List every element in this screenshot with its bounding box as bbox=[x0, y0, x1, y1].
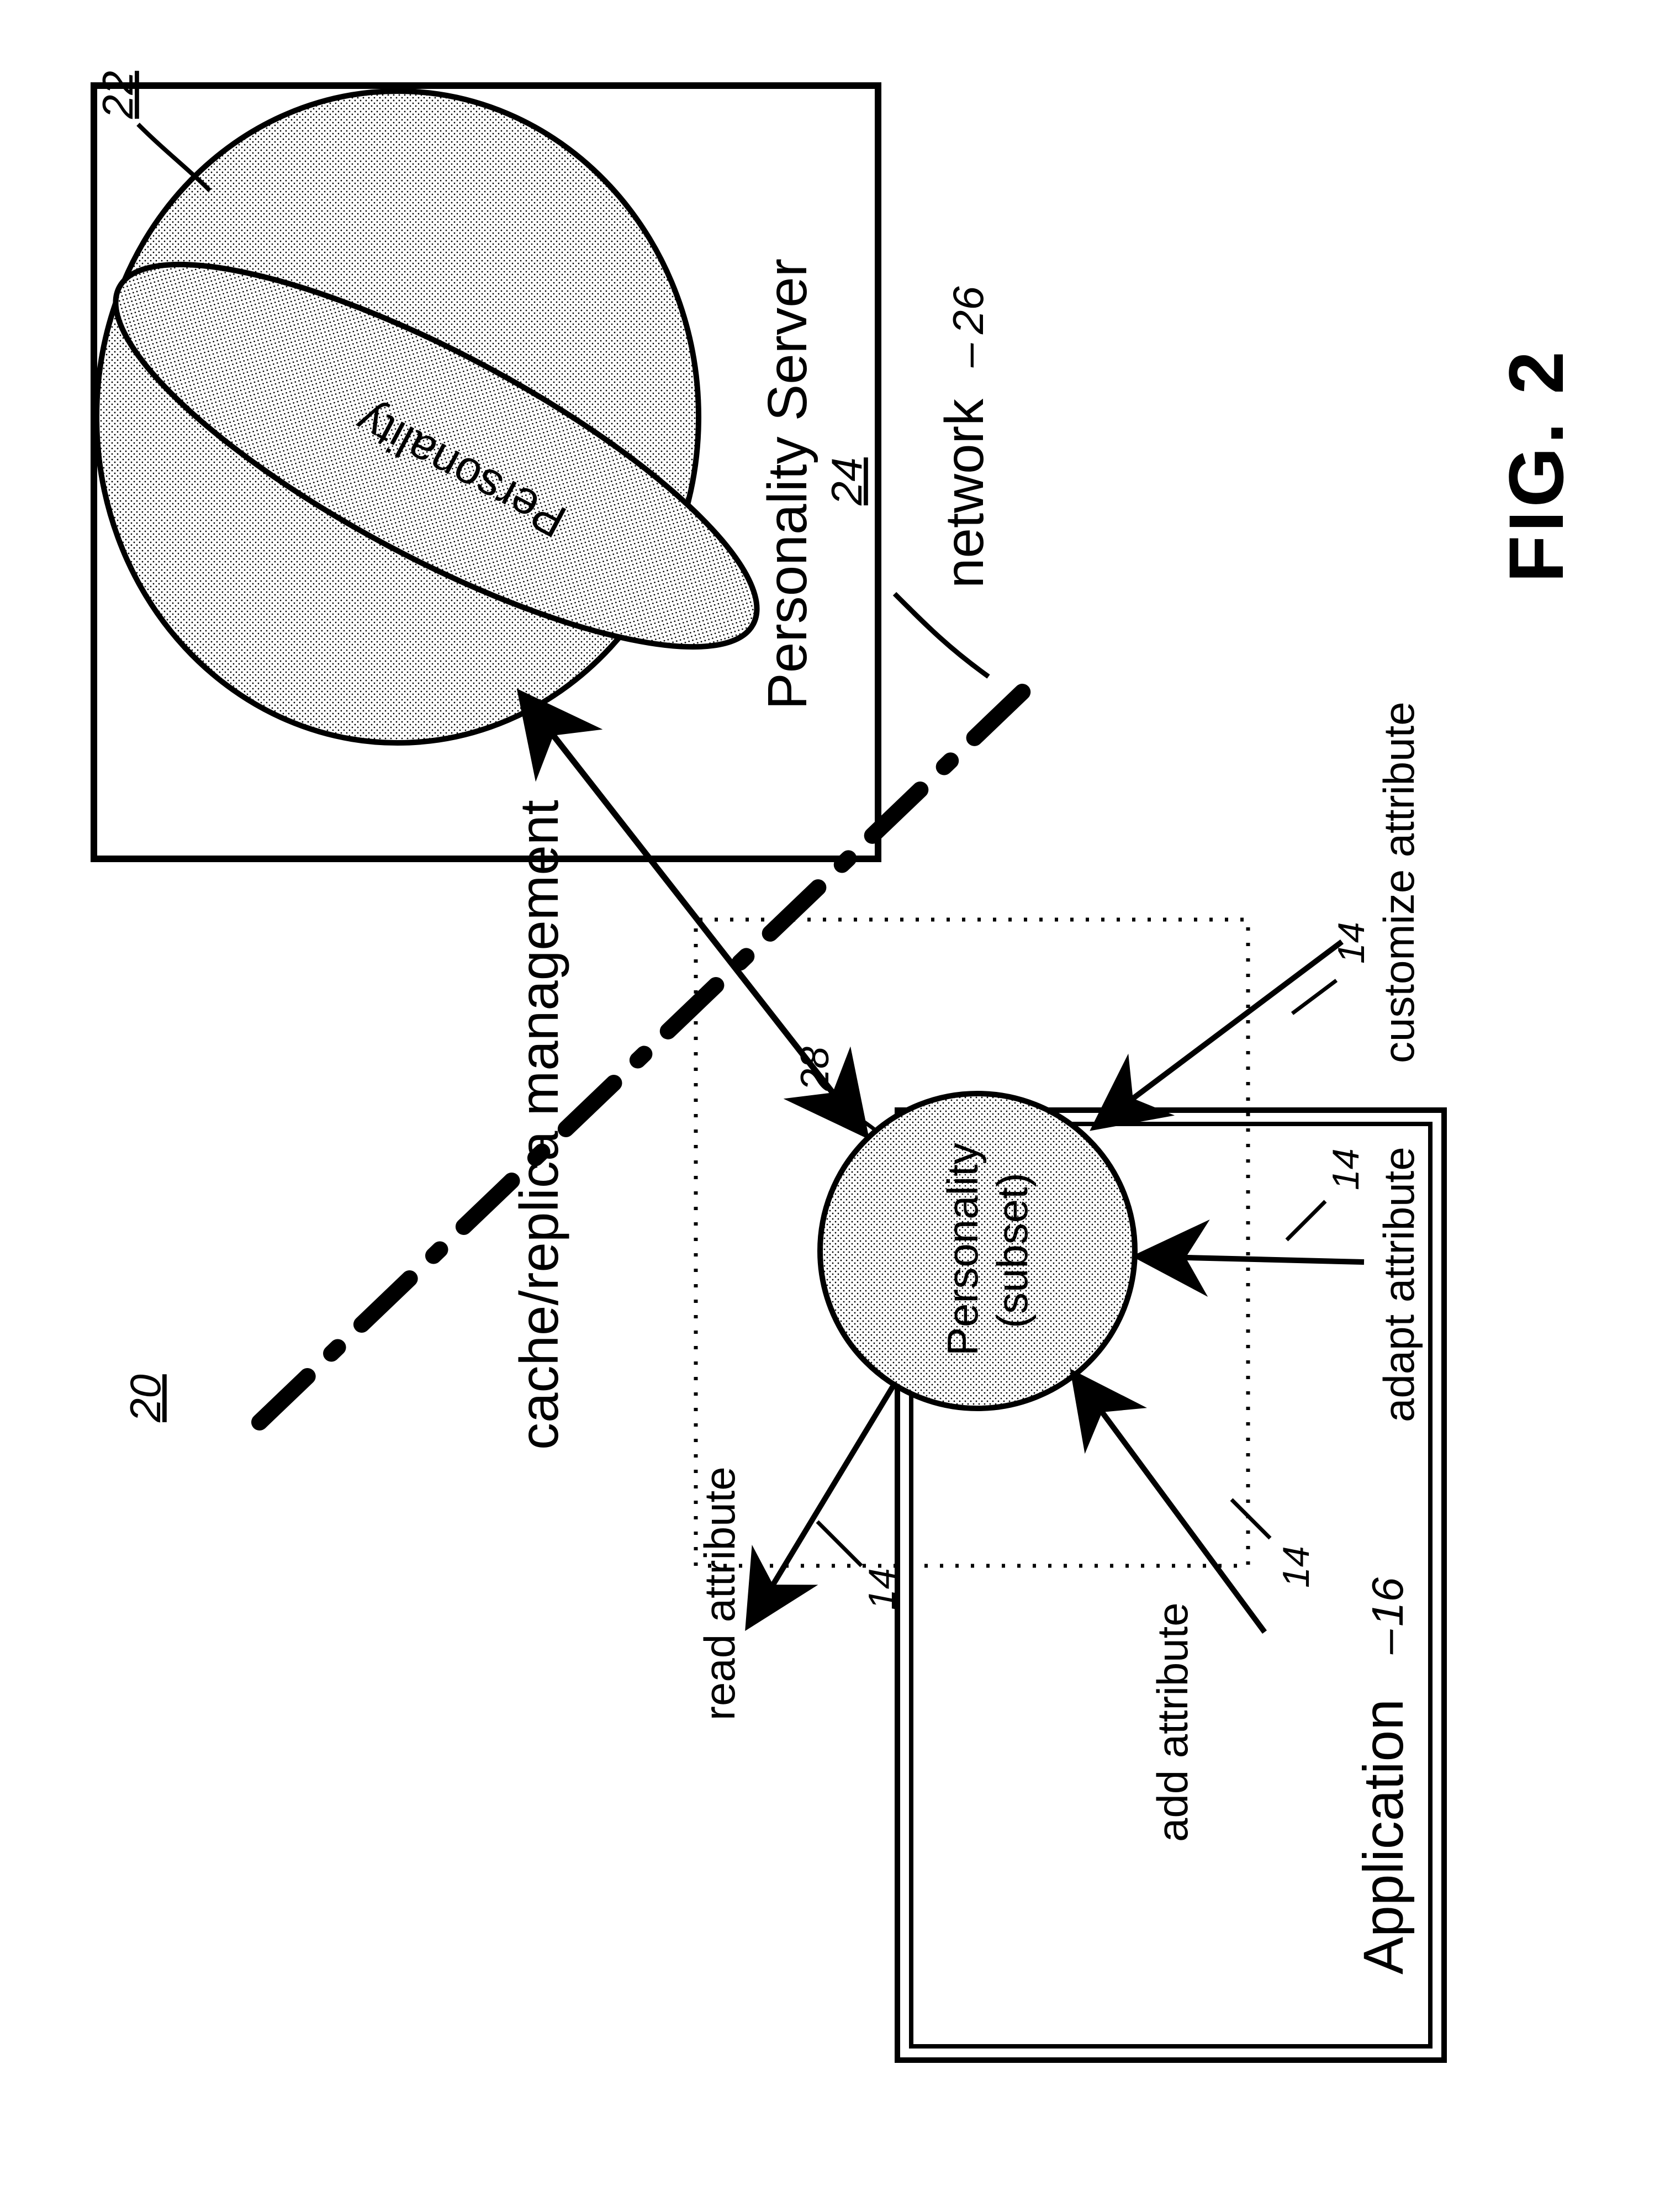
cache-replica-label: cache/replica management bbox=[509, 800, 569, 1450]
read-attribute-ref: 14 bbox=[861, 1568, 903, 1610]
ref-14-leader-read bbox=[817, 1522, 861, 1566]
figure-caption: FIG. 2 bbox=[1493, 348, 1579, 583]
personality-server-label: Personality Server bbox=[757, 258, 818, 710]
network-dash: – bbox=[944, 343, 992, 368]
read-attribute-label: read attribute bbox=[695, 1466, 744, 1720]
ref-22-leader bbox=[138, 124, 210, 191]
system-ref: 20 bbox=[121, 1374, 170, 1423]
ref-14-leader-customize bbox=[1292, 980, 1336, 1013]
subset-label-1: Personality bbox=[938, 1143, 987, 1356]
ref-14-leader-adapt bbox=[1287, 1201, 1325, 1240]
add-attribute-ref: 14 bbox=[1275, 1546, 1317, 1588]
adapt-attribute-label: adapt attribute bbox=[1375, 1147, 1423, 1422]
customize-attribute-ref: 14 bbox=[1330, 922, 1372, 964]
subset-ref: 28 bbox=[793, 1047, 837, 1091]
adapt-attribute-ref: 14 bbox=[1325, 1148, 1367, 1190]
application-label: Application bbox=[1352, 1699, 1415, 1975]
network-ref: 26 bbox=[944, 286, 992, 335]
add-attribute-label: add attribute bbox=[1148, 1602, 1197, 1842]
network-label-leader bbox=[895, 594, 989, 677]
diagram-canvas: 20 Personality Server 24 Personality 22 … bbox=[0, 0, 1665, 2212]
ref-14-leader-add bbox=[1231, 1500, 1270, 1538]
network-label: network bbox=[934, 398, 995, 588]
application-dash: – bbox=[1363, 1629, 1412, 1655]
customize-attribute-arrow bbox=[1099, 942, 1342, 1124]
server-ref-24: 24 bbox=[822, 457, 871, 506]
adapt-attribute-arrow bbox=[1143, 1257, 1364, 1262]
server-ref-22: 22 bbox=[93, 71, 142, 119]
subset-label-2: (subset) bbox=[988, 1173, 1037, 1328]
customize-attribute-label: customize attribute bbox=[1375, 701, 1423, 1063]
application-ref: 16 bbox=[1363, 1577, 1412, 1627]
